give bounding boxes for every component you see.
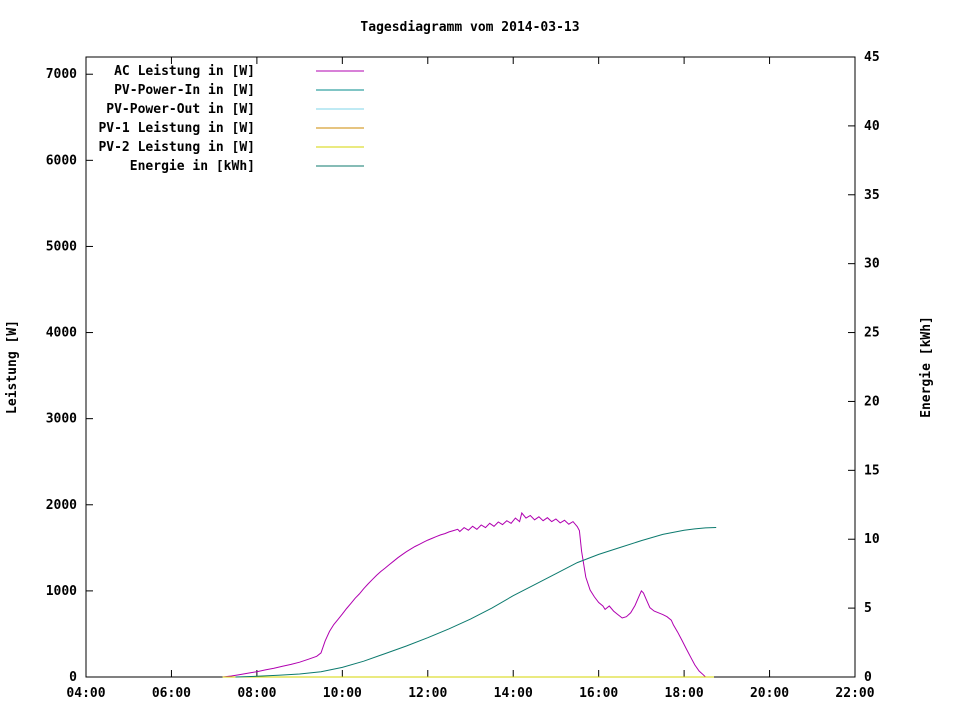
x-tick-label: 18:00 — [665, 686, 704, 701]
y-left-tick-label: 3000 — [46, 412, 77, 427]
y-left-tick-label: 5000 — [46, 239, 77, 254]
y-right-tick-label: 25 — [864, 326, 880, 341]
series-energie-in-kwh — [235, 527, 717, 678]
legend-label: PV-1 Leistung in [W] — [98, 121, 255, 136]
series-ac-leistung-in-w — [222, 511, 706, 678]
y-left-tick-label: 6000 — [46, 153, 77, 168]
y-left-tick-label: 7000 — [46, 67, 77, 82]
y-right-tick-label: 5 — [864, 601, 872, 616]
y-right-tick-label: 35 — [864, 188, 880, 203]
x-tick-label: 08:00 — [237, 686, 276, 701]
y-right-ticks: 0 5 10 15 20 25 30 35 40 45 — [848, 50, 880, 685]
series-lines — [222, 511, 717, 678]
legend-label: Energie in [kWh] — [130, 159, 255, 174]
x-tick-label: 14:00 — [494, 686, 533, 701]
y-left-ticks: 0 1000 2000 3000 4000 5000 6000 7000 — [46, 67, 93, 685]
legend-label: AC Leistung in [W] — [114, 64, 255, 79]
x-tick-label: 04:00 — [66, 686, 105, 701]
y-right-tick-label: 10 — [864, 532, 880, 547]
legend-label: PV-2 Leistung in [W] — [98, 140, 255, 155]
x-tick-label: 12:00 — [408, 686, 447, 701]
x-tick-label: 22:00 — [835, 686, 874, 701]
legend: AC Leistung in [W] PV-Power-In in [W] PV-P… — [98, 64, 364, 174]
y-right-tick-label: 15 — [864, 463, 880, 478]
x-ticks: 04:00 06:00 08:00 10:00 12:00 14:00 16:00 18:00… — [66, 57, 875, 701]
y-right-tick-label: 45 — [864, 50, 880, 65]
left-axis-label: Leistung [W] — [5, 320, 20, 414]
right-axis-label: Energie [kWh] — [919, 316, 934, 418]
x-tick-label: 06:00 — [152, 686, 191, 701]
x-tick-label: 10:00 — [323, 686, 362, 701]
y-left-tick-label: 0 — [69, 670, 77, 685]
y-right-tick-label: 30 — [864, 257, 880, 272]
y-right-tick-label: 20 — [864, 394, 880, 409]
y-left-tick-label: 4000 — [46, 326, 77, 341]
legend-label: PV-Power-Out in [W] — [106, 102, 255, 117]
x-tick-label: 20:00 — [750, 686, 789, 701]
chart-title: Tagesdiagramm vom 2014-03-13 — [360, 20, 579, 35]
y-left-tick-label: 1000 — [46, 584, 77, 599]
x-tick-label: 16:00 — [579, 686, 618, 701]
y-right-tick-label: 0 — [864, 670, 872, 685]
y-left-tick-label: 2000 — [46, 498, 77, 513]
legend-label: PV-Power-In in [W] — [114, 83, 255, 98]
plot-area: 04:00 06:00 08:00 10:00 12:00 14:00 16:00 18:00… — [46, 50, 880, 701]
y-right-tick-label: 40 — [864, 119, 880, 134]
